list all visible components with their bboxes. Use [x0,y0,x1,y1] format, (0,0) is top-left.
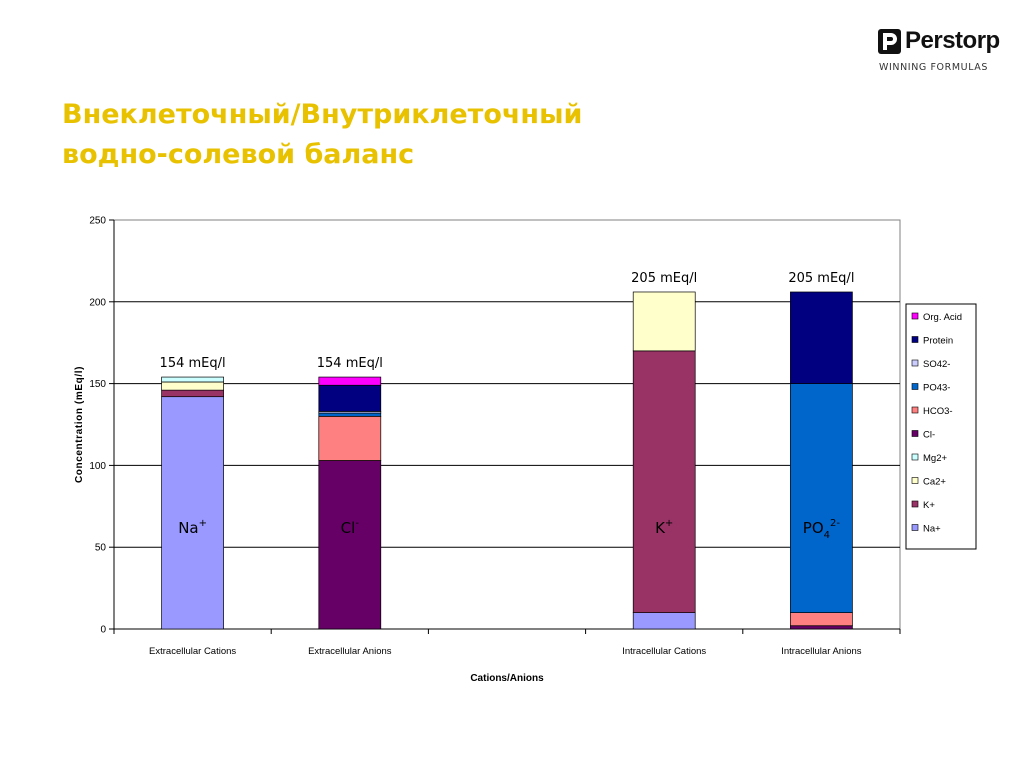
slide-title-line-2: водно-солевой баланс [62,139,415,170]
bar-segment-1-8 [318,384,382,412]
legend-swatch-5 [911,430,919,437]
bar-segment-1-6 [318,412,382,417]
bar-segment-4-8 [790,291,853,384]
bar-total-label-0: 154 mEq/l [160,356,226,371]
perstorp-p-icon [878,29,901,54]
ion-label-3: K+ [655,518,673,537]
legend-box [905,303,977,550]
y-tick-label-3: 150 [89,379,106,390]
slide-title: Внеклеточный/Внутриклеточный водно-солев… [62,95,582,175]
legend-swatch-0 [911,312,919,320]
legend-swatch-1 [911,336,919,343]
y-tick-label-2: 100 [89,461,106,472]
legend-label-8: K+ [923,500,935,511]
y-tick-label-1: 50 [95,543,107,554]
bar-segment-0-1 [161,389,224,398]
legend-label-4: HCO3- [923,406,953,417]
legend-label-5: Cl- [923,430,935,441]
x-tick-label-0: Extracellular Cations [149,646,236,657]
legend-swatch-2 [911,359,919,367]
bar-segment-4-5 [790,612,853,627]
legend-label-7: Ca2+ [923,477,946,488]
legend-swatch-3 [911,383,919,390]
legend-swatch-6 [911,453,919,461]
perstorp-logo: Perstorp WINNING FORMULAS [878,27,1004,77]
x-tick-label-3: Intracellular Cations [622,646,706,657]
legend-label-3: PO43- [923,383,950,394]
legend-label-6: Mg2+ [923,453,947,464]
legend-swatch-8 [911,500,919,508]
y-axis-title: Concentration (mEq/l) [74,366,85,483]
bar-segment-1-9 [318,376,382,386]
bar-segment-3-1 [632,350,696,613]
plot-area [113,219,901,630]
y-tick-label-5: 250 [89,216,106,227]
legend-label-9: Na+ [923,524,941,535]
bar-segment-4-4 [790,625,853,630]
ion-label-1: Cl- [341,518,360,537]
bar-segment-0-2 [161,381,224,391]
legend-label-2: SO42- [923,359,950,370]
legend-label-0: Org. Acid [923,312,962,323]
bar-segment-3-0 [632,612,696,630]
ion-label-4: PO42- [803,518,841,541]
legend-label-1: Protein [923,336,953,347]
bar-total-label-1: 154 mEq/l [317,356,383,371]
legend-swatch-7 [911,477,919,484]
logo-tagline: WINNING FORMULAS [879,62,989,73]
legend-swatch-9 [911,524,919,531]
bar-segment-1-4 [318,460,382,630]
ion-label-0: Na+ [178,518,207,537]
x-tick-label-1: Extracellular Anions [308,646,392,657]
x-axis-title: Cations/Anions [470,673,544,684]
y-tick-label-4: 200 [89,297,106,308]
bar-segment-0-3 [161,376,224,383]
bar-segment-4-6 [790,383,853,613]
bar-total-label-3: 205 mEq/l [631,271,697,286]
slide-title-line-1: Внеклеточный/Внутриклеточный [62,99,583,130]
y-tick-label-0: 0 [100,625,106,636]
bar-segment-0-0 [161,396,224,630]
bar-total-label-4: 205 mEq/l [788,271,854,286]
legend-swatch-4 [911,406,919,414]
bar-segment-1-5 [318,415,382,461]
logo-name: Perstorp [905,27,1000,54]
x-tick-label-4: Intracellular Anions [781,646,862,657]
bar-segment-3-2 [632,291,696,352]
